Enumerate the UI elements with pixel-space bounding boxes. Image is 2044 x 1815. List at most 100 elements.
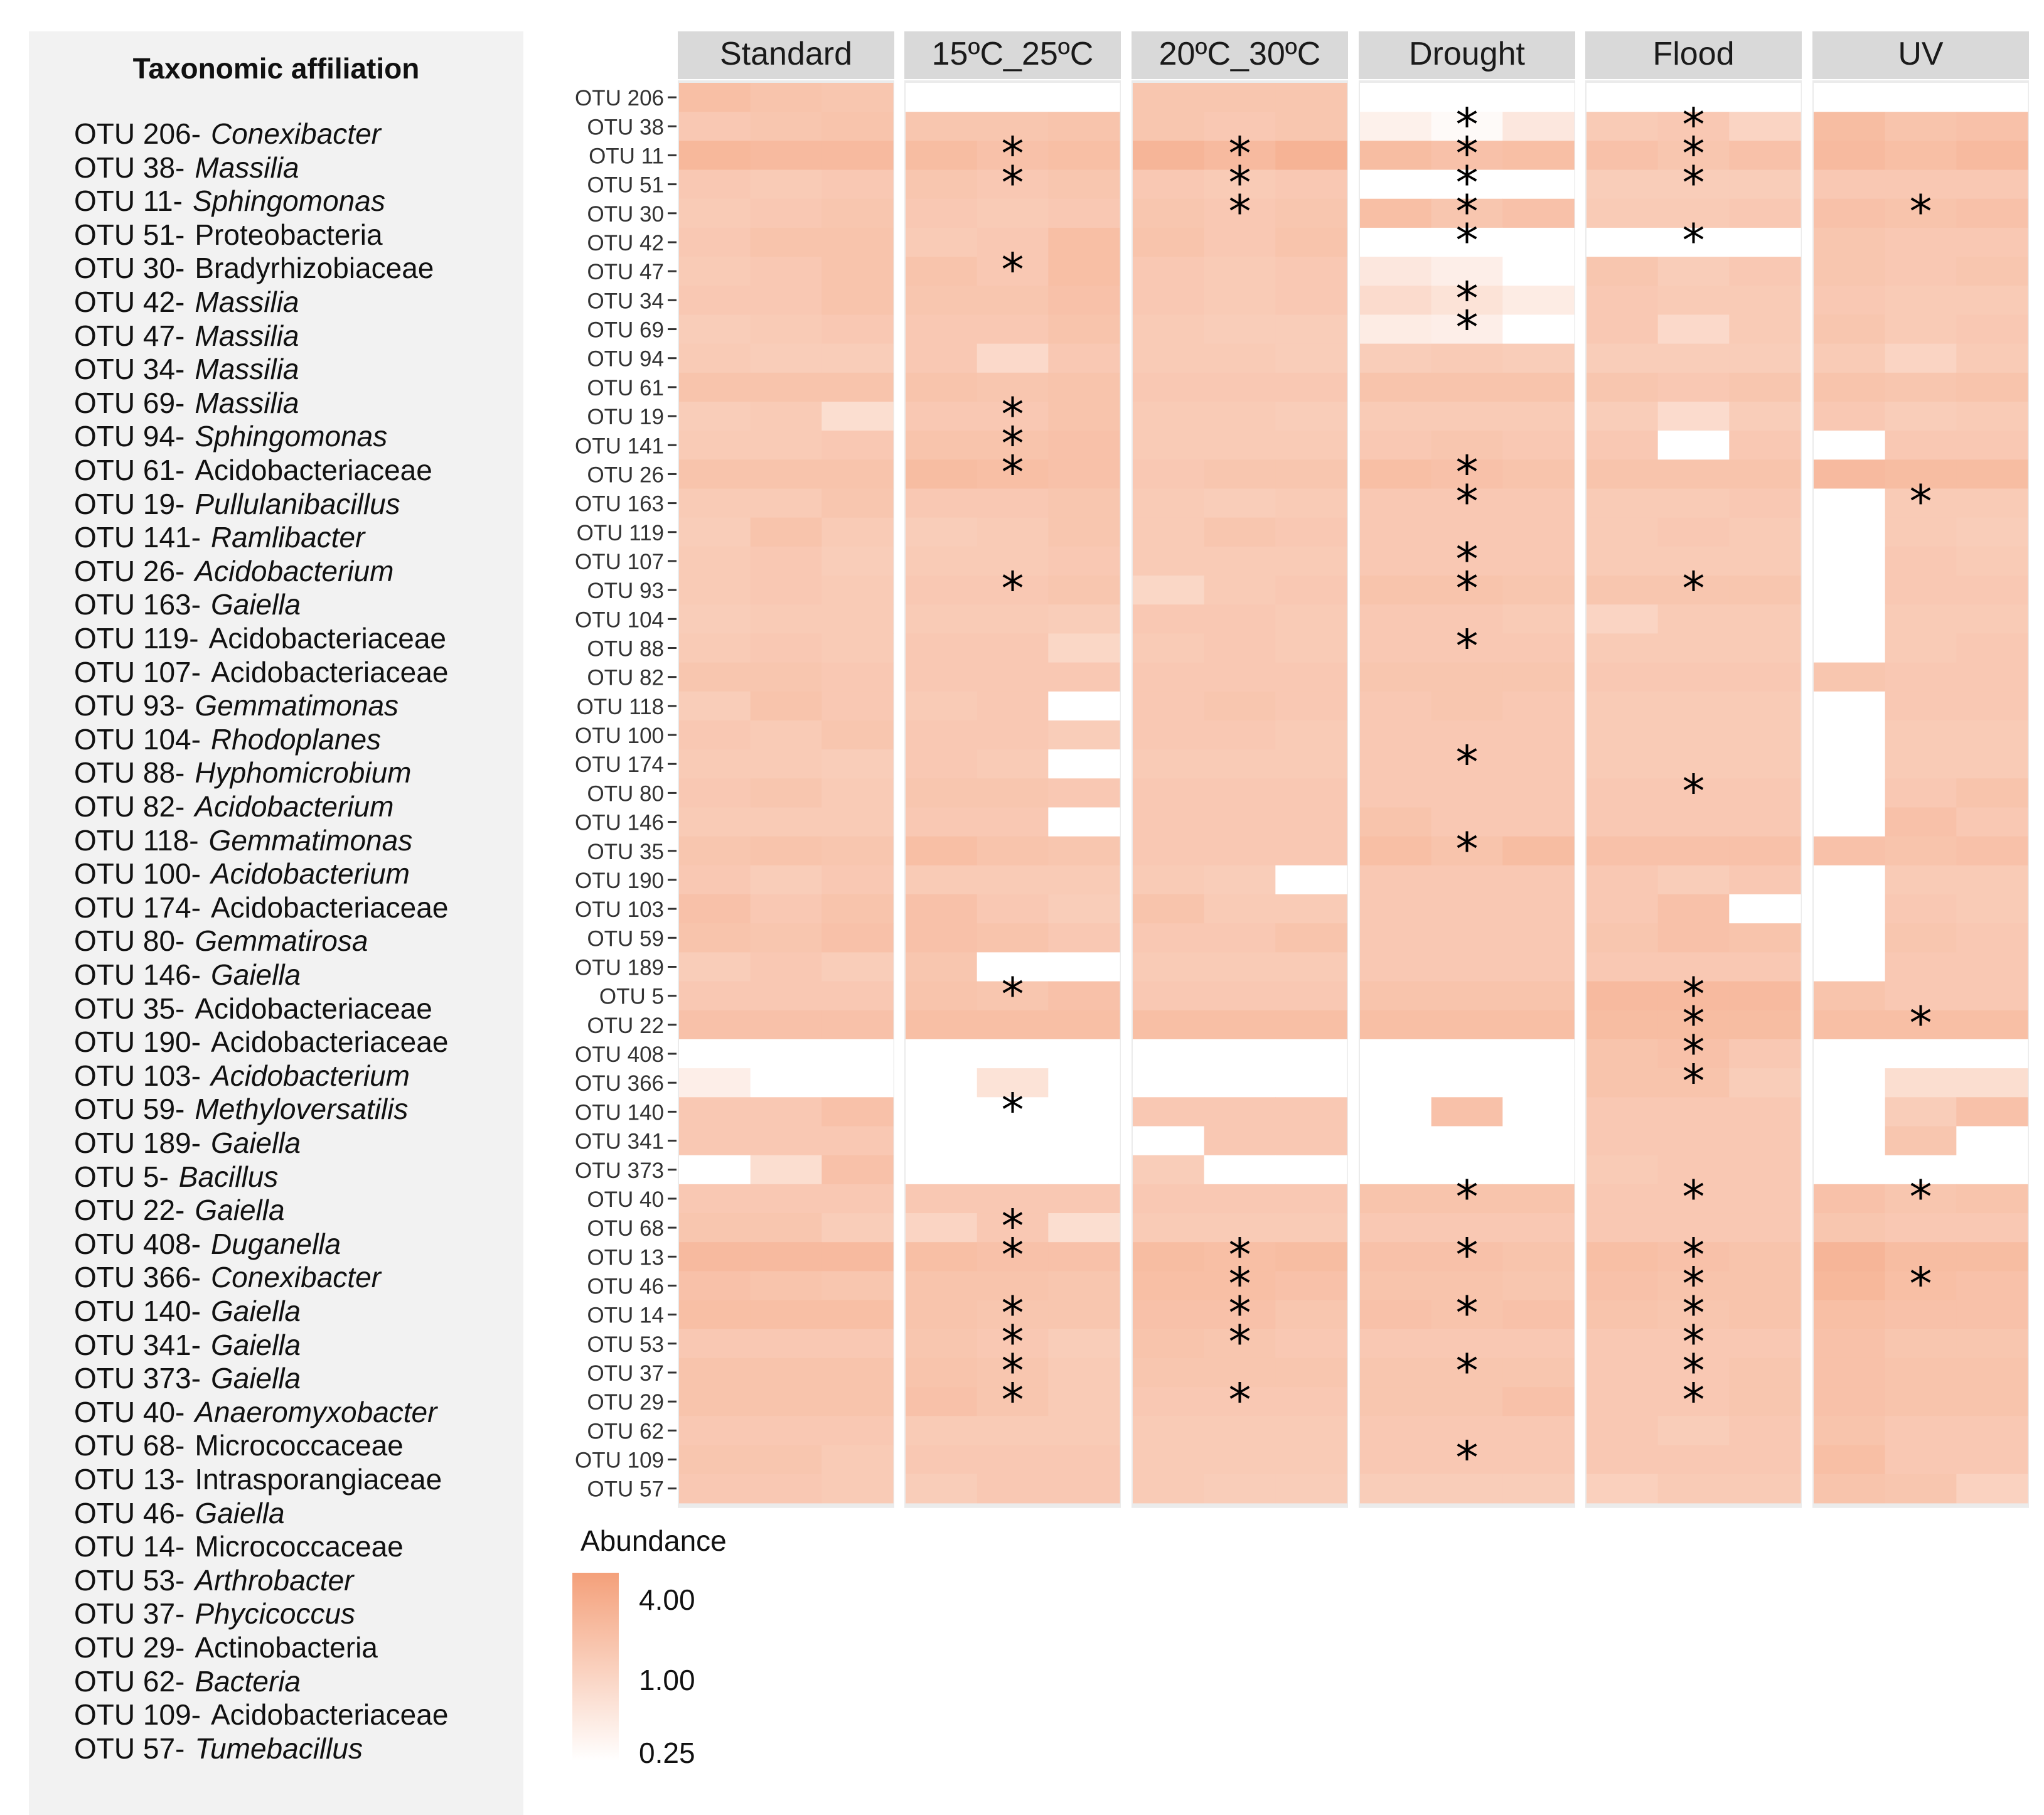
heatmap-cell bbox=[1587, 1155, 1659, 1185]
heatmap-cell bbox=[679, 1068, 751, 1098]
heatmap-cell bbox=[1956, 141, 2028, 171]
heatmap-cell bbox=[906, 576, 978, 605]
heatmap-cell bbox=[977, 691, 1049, 721]
heatmap-cell bbox=[1502, 894, 1575, 924]
heatmap-cell bbox=[1204, 1474, 1276, 1504]
taxonomy-row: OTU 42- Massilia bbox=[74, 287, 299, 316]
taxonomy-otu-label: OTU 34- bbox=[74, 353, 185, 386]
heatmap-cell bbox=[906, 141, 978, 171]
heatmap-cell bbox=[679, 546, 751, 576]
heatmap-cell bbox=[906, 720, 978, 750]
taxonomy-taxon-name: Gaiella bbox=[210, 958, 301, 991]
heatmap-cell bbox=[1204, 401, 1276, 431]
heatmap-cell bbox=[1048, 1387, 1120, 1416]
heatmap-cell bbox=[679, 286, 751, 316]
heatmap-cell bbox=[1360, 1387, 1432, 1416]
heatmap-cell bbox=[750, 807, 822, 837]
y-tick-label: OTU 19 bbox=[587, 405, 664, 429]
taxonomy-otu-label: OTU 408- bbox=[74, 1227, 201, 1260]
heatmap-cell bbox=[1431, 459, 1503, 490]
heatmap-cell bbox=[1275, 923, 1347, 953]
heatmap-cell bbox=[1814, 1242, 1886, 1272]
heatmap-cell bbox=[1275, 372, 1347, 402]
heatmap-cell bbox=[1133, 981, 1205, 1011]
heatmap-cell bbox=[1275, 576, 1347, 605]
y-tick-label: OTU 189 bbox=[575, 955, 664, 980]
heatmap-cell bbox=[1587, 1300, 1659, 1330]
heatmap-cell bbox=[1133, 286, 1205, 316]
y-tick-label: OTU 341 bbox=[575, 1130, 664, 1154]
taxonomy-row: OTU 119- Acidobacteriaceae bbox=[74, 624, 446, 653]
heatmap-cell bbox=[977, 83, 1049, 112]
heatmap-cell bbox=[1814, 314, 1886, 345]
heatmap-cell bbox=[977, 1416, 1049, 1446]
heatmap-cell bbox=[1729, 1155, 1801, 1185]
heatmap-cell bbox=[750, 923, 822, 953]
y-tick-label: OTU 141 bbox=[575, 434, 664, 458]
heatmap-cell bbox=[906, 836, 978, 866]
heatmap-cell bbox=[1657, 1387, 1730, 1416]
heatmap-cell bbox=[1431, 952, 1503, 982]
heatmap-cell bbox=[1048, 314, 1120, 345]
taxonomy-otu-label: OTU 69- bbox=[74, 386, 185, 419]
heatmap-cell bbox=[1204, 459, 1276, 490]
heatmap-cell bbox=[1048, 662, 1120, 692]
heatmap-cell bbox=[750, 1039, 822, 1069]
heatmap-cell bbox=[1814, 401, 1886, 431]
heatmap-cell bbox=[1275, 459, 1347, 490]
heatmap-cell bbox=[1204, 778, 1276, 808]
heatmap-cell bbox=[906, 923, 978, 953]
taxonomy-taxon-name: Acidobacteriaceae bbox=[210, 655, 449, 688]
heatmap-cell bbox=[1204, 1242, 1276, 1272]
heatmap-cell bbox=[1431, 720, 1503, 750]
heatmap-cell bbox=[679, 662, 751, 692]
heatmap-cell bbox=[1814, 1213, 1886, 1243]
heatmap-cell bbox=[1133, 1329, 1205, 1359]
y-tick-label: OTU 190 bbox=[575, 869, 664, 893]
heatmap-cell bbox=[1048, 401, 1120, 431]
heatmap-cell bbox=[1885, 1329, 1957, 1359]
heatmap-cell bbox=[679, 343, 751, 373]
heatmap-cell bbox=[1956, 169, 2028, 200]
heatmap-cell bbox=[1657, 1357, 1730, 1388]
heatmap-cell bbox=[1956, 662, 2028, 692]
heatmap-cell bbox=[1133, 372, 1205, 402]
heatmap-cell bbox=[1814, 720, 1886, 750]
heatmap-cell bbox=[1133, 1474, 1205, 1504]
heatmap-cell bbox=[1275, 952, 1347, 982]
y-tick-label: OTU 57 bbox=[587, 1477, 664, 1502]
heatmap-cell bbox=[1657, 141, 1730, 171]
heatmap-cell bbox=[1431, 1155, 1503, 1185]
taxonomy-taxon-name: Acidobacteriaceae bbox=[210, 1025, 449, 1059]
heatmap-cell bbox=[1587, 1329, 1659, 1359]
y-tick-label: OTU 118 bbox=[577, 695, 664, 719]
heatmap-cell bbox=[906, 1010, 978, 1040]
heatmap-cell bbox=[1502, 1039, 1575, 1069]
heatmap-cell bbox=[1729, 546, 1801, 576]
heatmap-cell bbox=[1360, 227, 1432, 257]
heatmap-cell bbox=[1502, 431, 1575, 460]
heatmap-cell bbox=[1729, 1184, 1801, 1214]
heatmap-cell bbox=[1275, 836, 1347, 866]
heatmap-cell bbox=[906, 894, 978, 924]
heatmap-cell bbox=[1204, 517, 1276, 547]
heatmap-cell bbox=[1360, 286, 1432, 316]
heatmap-cell bbox=[1431, 1039, 1503, 1069]
heatmap-cell bbox=[1885, 836, 1957, 866]
taxonomy-taxon-name: Methyloversatilis bbox=[195, 1093, 409, 1126]
heatmap-cell bbox=[750, 1329, 822, 1359]
heatmap-cell bbox=[1885, 894, 1957, 924]
heatmap-cell bbox=[1885, 112, 1957, 141]
heatmap-cell bbox=[906, 198, 978, 228]
heatmap-cell bbox=[1048, 169, 1120, 200]
heatmap-cell bbox=[1657, 749, 1730, 779]
heatmap-cell bbox=[1729, 286, 1801, 316]
heatmap-cell bbox=[906, 1039, 978, 1069]
heatmap-cell bbox=[977, 1126, 1049, 1156]
facet-panel: UV***** bbox=[1812, 31, 2029, 1508]
heatmap-cell bbox=[1431, 923, 1503, 953]
heatmap-cell bbox=[1431, 314, 1503, 345]
taxonomy-taxon-name: Acidobacteriaceae bbox=[210, 1698, 449, 1732]
heatmap-cell bbox=[821, 1357, 894, 1388]
heatmap-cell bbox=[1814, 83, 1886, 112]
